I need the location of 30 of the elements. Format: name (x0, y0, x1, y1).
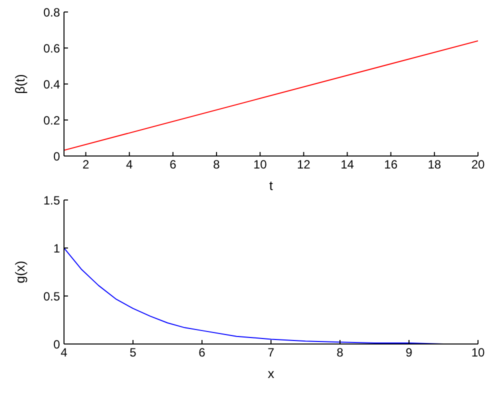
x-tick-label: 20 (471, 158, 485, 172)
x-tick-label: 18 (428, 158, 442, 172)
x-tick-label: 2 (82, 158, 90, 172)
x-tick-label: 5 (130, 346, 137, 360)
x-tick-label: 6 (170, 158, 177, 172)
x-tick-label: 9 (406, 346, 413, 360)
y-tick-label: 0 (53, 337, 60, 352)
x-tick-label: 8 (213, 158, 220, 172)
x-tick-label: 8 (336, 346, 344, 360)
x-axis-title: t (269, 178, 274, 193)
y-tick-label: 1 (53, 241, 60, 256)
x-tick-label: 14 (340, 158, 354, 172)
x-tick-label: 16 (384, 158, 398, 172)
x-tick-label: 12 (297, 158, 311, 172)
x-tick-label: 7 (268, 346, 275, 360)
x-axis-title: x (268, 366, 275, 381)
y-tick-label: 1.5 (43, 193, 60, 208)
x-tick-label: 10 (253, 158, 268, 172)
x-tick-label: 6 (198, 346, 206, 360)
y-tick-label: 0.6 (43, 41, 60, 56)
x-tick-label: 10 (471, 346, 485, 360)
y-tick-label: 0.2 (43, 113, 60, 128)
x-tick-label: 4 (126, 158, 134, 172)
y-tick-label: 0.4 (43, 77, 60, 92)
y-axis-title: g(x) (12, 260, 28, 284)
y-tick-label: 0.8 (43, 5, 60, 20)
y-axis-title: β(t) (12, 74, 28, 94)
y-tick-label: 0 (53, 149, 60, 164)
y-tick-label: 0.5 (43, 289, 60, 304)
x-tick-label: 4 (60, 346, 68, 360)
